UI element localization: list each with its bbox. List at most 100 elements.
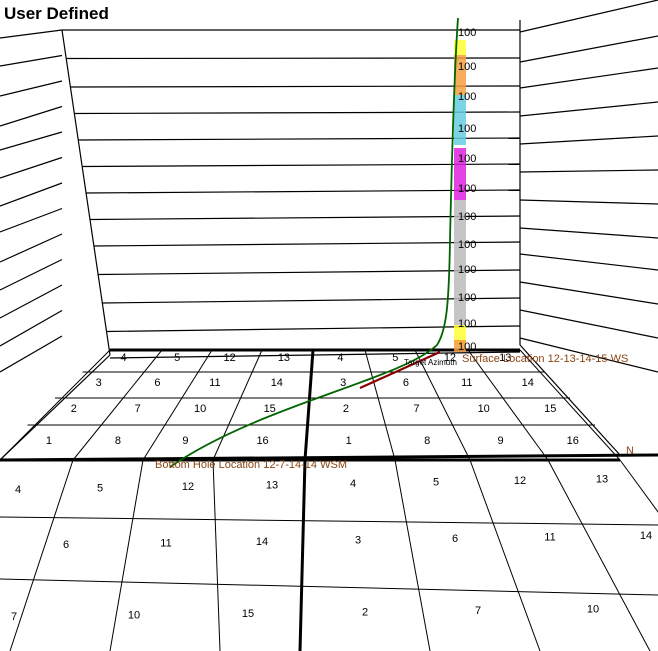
right-wall-gridline (519, 227, 658, 239)
right-wall-gridline (519, 35, 658, 63)
floor-near-col (298, 459, 307, 651)
section-number: 7 (414, 403, 420, 415)
well-log-strip (454, 40, 466, 352)
wall-grid (0, 0, 658, 461)
section-number: 14 (640, 530, 652, 542)
depth-label: 100 (458, 61, 476, 73)
back-wall-gridline (81, 163, 521, 168)
depth-label: 100 (458, 153, 476, 165)
back-wall-gridline (93, 241, 521, 247)
section-number: 5 (433, 477, 439, 489)
right-wall-floor-edge (519, 344, 621, 456)
log-segment (454, 95, 466, 110)
back-wall-gridline (85, 189, 521, 194)
floor-col-line (303, 349, 315, 461)
log-segment (454, 148, 466, 200)
section-number: 3 (340, 377, 346, 389)
section-number: 15 (544, 403, 556, 415)
section-number: 7 (11, 611, 17, 623)
section-number: 9 (182, 435, 188, 447)
floor-near-row (0, 516, 658, 526)
left-wall-floor-edge (0, 354, 111, 461)
wellbore-trajectory[interactable] (169, 17, 459, 468)
floor-near-col (547, 459, 651, 651)
surface-location-label: Surface Location 12-13-14-15 WS (462, 353, 628, 365)
right-wall-gridline (519, 199, 658, 205)
back-wall-gridline (101, 297, 521, 304)
floor-col-line (414, 349, 471, 461)
back-wall-gridline (109, 351, 521, 359)
depth-label: 100 (458, 318, 476, 330)
section-number: 2 (71, 403, 77, 415)
section-number: 10 (194, 403, 206, 415)
section-number: 13 (266, 480, 278, 492)
left-wall-gridline (0, 54, 63, 67)
back-wall-gridline (73, 111, 521, 115)
back-wall-gridline (77, 137, 521, 141)
left-wall-gridline (0, 335, 63, 373)
section-number: 6 (63, 539, 69, 551)
log-segment (454, 200, 466, 262)
section-number: 11 (544, 532, 555, 544)
depth-labels: 100 100 100 100 100 100 100 100 100 100 100 100 (458, 27, 476, 353)
floor-near-col (394, 459, 431, 651)
depth-label: 100 (458, 292, 476, 304)
back-wall-gridline (69, 85, 521, 88)
section-number: 16 (256, 435, 268, 447)
floor-col-line (0, 349, 111, 461)
section-number: 10 (478, 403, 490, 415)
log-segment (454, 300, 466, 325)
section-number: 10 (587, 604, 599, 616)
section-number: 6 (403, 377, 409, 389)
section-number: 9 (498, 435, 504, 447)
log-segment (454, 262, 466, 300)
right-wall-gridline (519, 67, 658, 89)
section-number: 3 (96, 377, 102, 389)
section-number: 15 (264, 403, 276, 415)
view-title: User Defined (4, 4, 109, 23)
section-number: 8 (424, 435, 430, 447)
section-number: 12 (224, 352, 236, 364)
back-wall-gridline (105, 325, 521, 333)
log-segment (454, 340, 466, 352)
floor-near-col (9, 459, 74, 651)
section-number: 1 (46, 435, 52, 447)
right-wall-gridline (519, 0, 658, 33)
section-labels-far: 4 5 12 13 4 5 12 13 3 6 11 14 3 6 11 14 2 7 10 15 2 7 10 15 1 8 9 1… (46, 352, 579, 447)
log-segment (454, 110, 466, 145)
target-azimuth-label: Target Azimuth (404, 358, 457, 367)
section-number: 3 (355, 535, 361, 547)
section-number: 7 (135, 403, 141, 415)
section-number: 1 (346, 435, 352, 447)
section-number: 5 (174, 352, 180, 364)
section-number: 13 (278, 352, 290, 364)
north-label: N (626, 445, 634, 457)
depth-label: 100 (458, 211, 476, 223)
floor-near-col (619, 459, 658, 513)
right-wall-gridline (519, 169, 658, 173)
section-number: 4 (350, 478, 356, 490)
section-number: 15 (242, 608, 254, 620)
section-number: 2 (343, 403, 349, 415)
section-number: 13 (596, 474, 608, 486)
floor-near-row (0, 453, 658, 462)
left-wall-gridline (0, 207, 63, 233)
depth-label: 100 (458, 27, 476, 39)
floor-grid (0, 348, 658, 651)
floor-col-line (364, 349, 396, 461)
section-number: 12 (514, 475, 526, 487)
depth-label: 100 (458, 91, 476, 103)
section-number: 12 (182, 481, 194, 493)
floor-near-row (0, 578, 658, 596)
section-number: 14 (256, 536, 268, 548)
floor-col-line (519, 349, 621, 461)
section-number: 10 (128, 610, 140, 622)
right-wall-gridline (519, 135, 658, 145)
depth-label: 100 (458, 239, 476, 251)
depth-label: 100 (458, 264, 476, 276)
section-number: 4 (337, 352, 343, 364)
section-number: 5 (392, 352, 398, 364)
section-number: 11 (461, 377, 472, 389)
left-wall-gridline (0, 105, 63, 127)
